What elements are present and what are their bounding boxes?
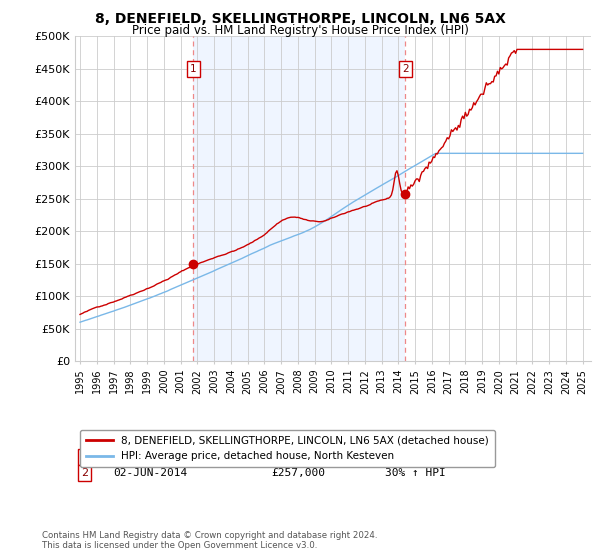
Legend: 8, DENEFIELD, SKELLINGTHORPE, LINCOLN, LN6 5AX (detached house), HPI: Average pr: 8, DENEFIELD, SKELLINGTHORPE, LINCOLN, L…: [80, 430, 495, 468]
Text: 2: 2: [402, 64, 409, 74]
Text: Contains HM Land Registry data © Crown copyright and database right 2024.
This d: Contains HM Land Registry data © Crown c…: [42, 530, 377, 550]
Text: Price paid vs. HM Land Registry's House Price Index (HPI): Price paid vs. HM Land Registry's House …: [131, 24, 469, 37]
Text: 02-JUN-2014: 02-JUN-2014: [114, 468, 188, 478]
Text: £257,000: £257,000: [271, 468, 325, 478]
Text: 2: 2: [81, 468, 88, 478]
Text: 1: 1: [190, 64, 197, 74]
Text: 30% ↑ HPI: 30% ↑ HPI: [385, 468, 445, 478]
Text: 05-OCT-2001: 05-OCT-2001: [114, 452, 188, 462]
Text: 63% ↑ HPI: 63% ↑ HPI: [385, 452, 445, 462]
Text: £150,000: £150,000: [271, 452, 325, 462]
Bar: [193, 36, 406, 361]
Text: 8, DENEFIELD, SKELLINGTHORPE, LINCOLN, LN6 5AX: 8, DENEFIELD, SKELLINGTHORPE, LINCOLN, L…: [95, 12, 505, 26]
Text: 1: 1: [81, 452, 88, 462]
